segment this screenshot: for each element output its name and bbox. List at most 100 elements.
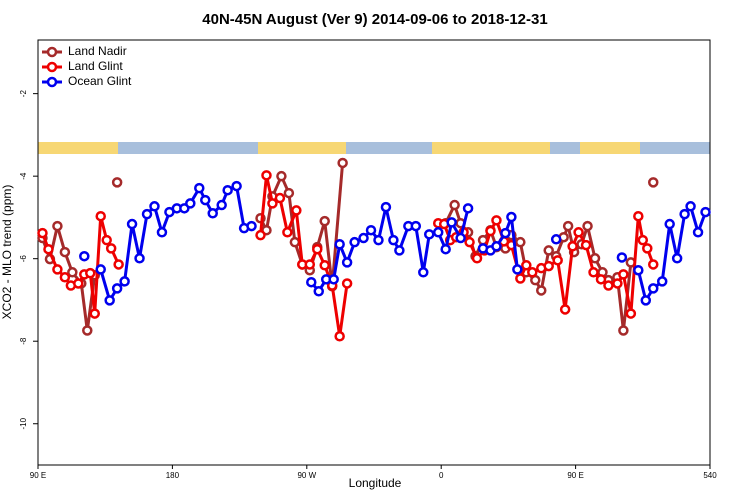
data-point xyxy=(274,192,286,204)
data-point xyxy=(341,278,353,289)
data-point xyxy=(282,227,293,238)
data-point xyxy=(216,199,227,211)
data-point xyxy=(337,157,348,169)
data-point xyxy=(126,218,138,230)
data-point xyxy=(111,283,123,294)
data-point xyxy=(642,243,653,254)
data-point xyxy=(449,199,460,211)
data-point xyxy=(313,286,324,297)
data-point xyxy=(432,227,444,238)
data-point xyxy=(291,205,302,216)
data-point xyxy=(418,267,429,278)
data-point xyxy=(550,234,562,245)
data-point xyxy=(43,243,54,255)
data-point xyxy=(700,206,711,218)
data-point xyxy=(222,184,233,196)
data-point xyxy=(633,264,644,276)
data-point xyxy=(656,276,668,287)
data-point xyxy=(141,208,153,220)
data-point xyxy=(633,210,644,222)
data-point xyxy=(149,201,160,212)
data-point xyxy=(664,218,675,230)
data-point xyxy=(410,220,422,232)
data-point xyxy=(59,272,71,283)
data-point xyxy=(580,239,592,251)
data-point xyxy=(559,304,571,315)
data-point xyxy=(582,220,593,232)
y-tick-label: -4 xyxy=(19,172,28,180)
data-point xyxy=(52,220,63,232)
data-point xyxy=(491,215,502,226)
data-point xyxy=(521,260,532,271)
x-tick-label: 90 E xyxy=(567,471,583,480)
data-point xyxy=(85,267,96,279)
data-point xyxy=(267,198,278,209)
land-mask xyxy=(38,142,710,154)
data-point xyxy=(692,227,704,238)
data-point xyxy=(134,253,145,264)
data-point xyxy=(380,201,392,213)
data-point xyxy=(59,246,71,258)
data-point xyxy=(648,259,659,270)
data-point xyxy=(319,260,330,271)
x-tick-label: 90 W xyxy=(297,471,316,480)
y-tick-label: -10 xyxy=(19,417,28,429)
x-tick-label: 90 E xyxy=(30,471,46,480)
data-point xyxy=(685,201,696,212)
data-point xyxy=(194,182,205,194)
x-tick-label: 540 xyxy=(703,471,717,480)
legend-marker xyxy=(46,61,58,73)
data-point xyxy=(567,241,578,252)
data-point xyxy=(111,177,123,188)
land-strip xyxy=(38,142,118,154)
data-point xyxy=(679,208,690,220)
plot-frame xyxy=(37,39,711,466)
data-point xyxy=(101,234,112,246)
data-point xyxy=(446,217,457,228)
data-point xyxy=(73,278,84,289)
data-point xyxy=(358,232,369,244)
data-point xyxy=(289,236,301,248)
data-point xyxy=(373,234,384,246)
data-point xyxy=(573,227,584,238)
data-point xyxy=(612,278,623,289)
data-point xyxy=(618,325,629,336)
data-point xyxy=(464,236,475,248)
data-point xyxy=(588,267,599,278)
data-point xyxy=(312,243,323,255)
data-point xyxy=(648,283,659,294)
legend-label: Land Glint xyxy=(68,59,123,73)
data-point xyxy=(462,203,474,214)
land-strip xyxy=(258,142,346,154)
data-point xyxy=(52,264,63,275)
data-point xyxy=(616,252,628,263)
data-point xyxy=(536,285,547,296)
x-axis-label: Longitude xyxy=(349,476,402,490)
data-point xyxy=(589,253,601,264)
data-point xyxy=(388,234,399,246)
data-point xyxy=(95,264,106,275)
legend-marker xyxy=(46,76,58,88)
data-point xyxy=(527,267,538,278)
data-point xyxy=(255,229,266,241)
data-point xyxy=(341,257,353,268)
data-point xyxy=(319,215,330,227)
data-point xyxy=(283,187,295,199)
data-point xyxy=(304,259,316,270)
data-point xyxy=(119,276,130,287)
data-point xyxy=(246,220,257,232)
data-point xyxy=(365,224,377,236)
data-point xyxy=(603,280,614,291)
data-point xyxy=(500,227,511,239)
chart-title: 40N-45N August (Ver 9) 2014-09-06 to 201… xyxy=(202,11,547,28)
data-point xyxy=(491,241,502,252)
data-point xyxy=(261,170,272,181)
data-point xyxy=(455,232,466,244)
data-point xyxy=(231,180,242,192)
data-point xyxy=(185,198,196,209)
y-tick-label: -6 xyxy=(19,255,28,263)
data-point xyxy=(512,264,523,275)
y-axis-label: XCO2 - MLO trend (ppm) xyxy=(0,185,14,320)
